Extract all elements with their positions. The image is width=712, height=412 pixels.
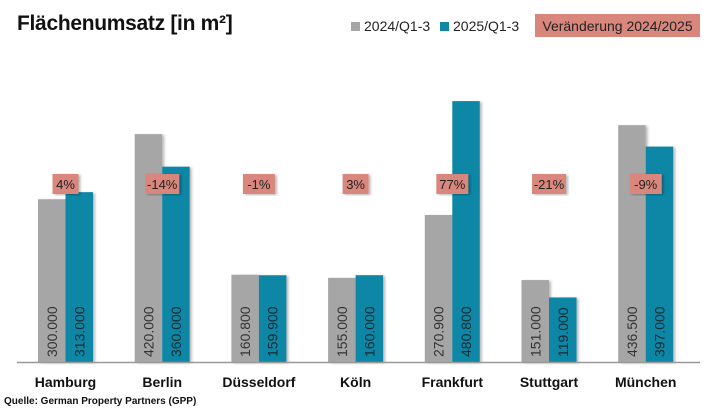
change-badge-bg [242,174,275,194]
x-tick-label: München [614,374,677,390]
change-badge-label: -21% [534,177,565,192]
x-tick-label: Hamburg [34,374,97,390]
bar-2025-düsseldorf [258,275,287,362]
bar-2024-frankfurt [424,215,453,362]
bar-2024-berlin [134,134,163,362]
legend-item-2025: 2025/Q1-3 [440,18,519,34]
legend-label-2025: 2025/Q1-3 [453,18,520,34]
bar-value-label: 160.800 [237,306,253,357]
change-badge-label: 3% [346,177,365,192]
bar-value-label: 270.900 [431,306,447,357]
change-badge-bg [436,174,469,194]
x-tick-label: Berlin [142,374,183,390]
bar-value-label: 420.000 [140,306,156,357]
x-tick-label: Stuttgart [519,374,579,390]
change-badge-bg [629,174,662,194]
bar-value-label: 151.000 [527,306,543,357]
bar-value-label: 360.000 [168,306,184,357]
change-badge: 77% [436,174,469,194]
source-note: Quelle: German Property Partners (GPP) [4,396,197,407]
bar-2024-stuttgart [521,280,549,362]
change-badge: -1% [242,174,275,194]
change-badge-label: -1% [247,177,271,192]
legend-swatch-2024 [351,21,360,31]
bar-value-label: 155.000 [334,306,350,357]
change-badge: 4% [52,174,79,194]
change-badge: -14% [145,174,180,194]
bar-value-label: 313.000 [71,306,87,357]
chart-title: Flächenumsatz [in m²] [17,12,233,35]
bar-value-label: 300.000 [44,306,60,357]
bar-value-label: 160.000 [361,306,377,357]
x-tick-label: Frankfurt [421,374,484,390]
change-badge-bg [532,174,566,194]
change-badge-label: -14% [147,177,178,192]
bar-2024-münchen [618,125,646,362]
bar-value-label: 159.900 [265,306,281,357]
change-badge-bg [145,174,180,194]
legend-change-badge: Veränderung 2024/2025 [535,14,700,37]
legend-label-2024: 2024/Q1-3 [364,18,431,34]
bar-2025-stuttgart [549,297,577,362]
bar-2025-köln [355,275,384,362]
legend-swatch-2025 [440,21,449,31]
bar-2024-köln [328,277,356,362]
change-badge: 3% [342,174,369,194]
change-badge-label: 4% [56,177,75,192]
change-badge-label: 77% [439,177,465,192]
bar-value-label: 480.800 [458,306,474,357]
legend-item-2024: 2024/Q1-3 [351,18,430,34]
bar-2024-düsseldorf [231,274,259,362]
change-badge-bg [52,174,79,194]
change-badge: -9% [629,174,662,194]
bar-2025-frankfurt [452,101,480,362]
x-tick-label: Düsseldorf [222,374,296,390]
bar-value-label: 436.500 [624,306,640,357]
change-badge-bg [342,174,369,194]
bar-2025-hamburg [65,192,93,362]
bar-2024-hamburg [38,199,66,362]
change-badge: -21% [532,174,566,194]
bar-value-label: 119.000 [555,307,571,357]
x-tick-label: Köln [340,374,372,390]
bar-value-label: 397.000 [651,306,667,357]
change-badge-label: -9% [634,177,658,192]
bar-2025-berlin [162,166,190,362]
